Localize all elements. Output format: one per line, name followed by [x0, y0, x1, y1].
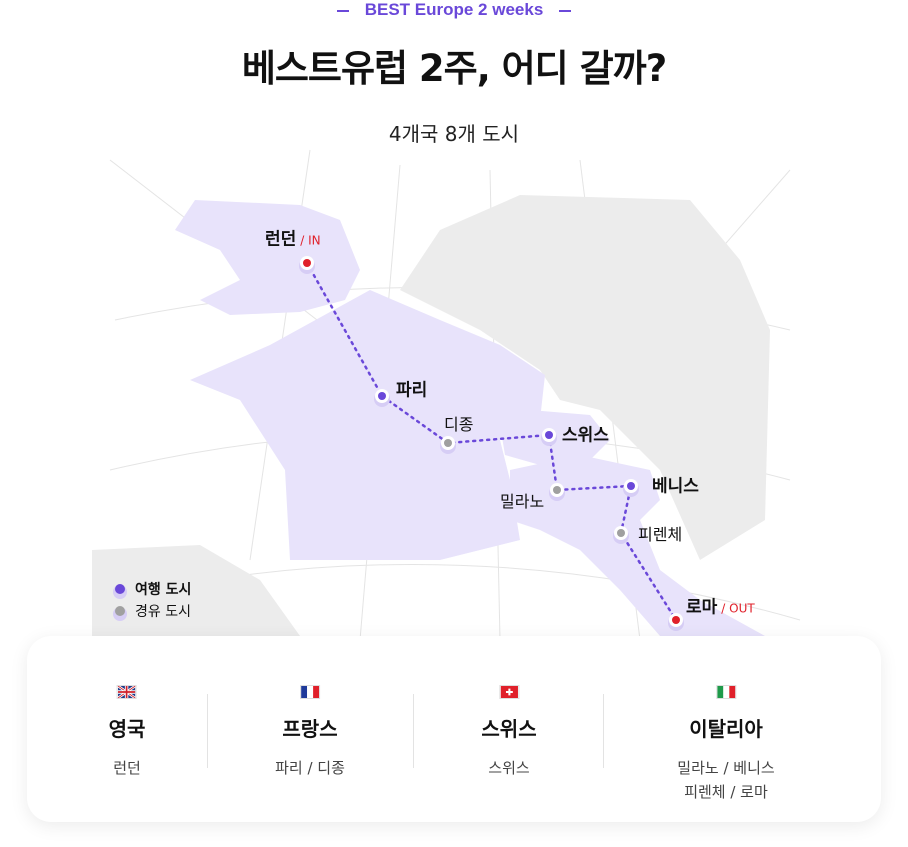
divider — [603, 694, 604, 768]
country-name: 영국 — [108, 717, 146, 741]
city-label-venice: 베니스 — [652, 476, 699, 497]
country-cities: 스위스 — [488, 759, 530, 777]
city-label-florence: 피렌체 — [638, 525, 683, 544]
legend-travel: 여행 도시 — [135, 582, 192, 598]
city-marker-0 — [303, 259, 311, 267]
country-name: 프랑스 — [282, 717, 338, 741]
page-subtitle: 4개국 8개 도시 — [388, 122, 520, 146]
city-marker-4 — [553, 486, 561, 494]
map-legend: 여행 도시 경유 도시 — [115, 578, 191, 622]
via-city-dot-icon — [115, 606, 125, 616]
land-italy — [510, 455, 765, 636]
city-label-swiss: 스위스 — [562, 425, 609, 446]
switzerland-flag-icon — [498, 685, 519, 699]
country-cities: 런던 — [113, 759, 141, 777]
land-france — [190, 290, 545, 560]
city-label-rome: 로마 / OUT — [686, 597, 755, 618]
city-marker-7 — [672, 616, 680, 624]
country-france: 프랑스 파리 / 디종 — [275, 684, 345, 780]
city-marker-2 — [444, 439, 452, 447]
city-label-dijon: 디종 — [444, 415, 474, 434]
country-name: 이탈리아 — [689, 717, 763, 741]
country-summary-card: 영국 런던 프랑스 파리 / 디종 스위스 스위스 이탈리아 밀라노 / 베니스… — [27, 636, 881, 822]
legend-via: 경유 도시 — [135, 604, 191, 620]
city-marker-5 — [627, 482, 635, 490]
divider — [207, 694, 208, 768]
italy-flag-icon — [715, 685, 736, 699]
city-label-london: 런던 / IN — [265, 229, 321, 250]
land-other — [400, 195, 770, 560]
land-uk — [175, 200, 360, 315]
city-label-paris: 파리 — [396, 380, 428, 401]
travel-city-dot-icon — [115, 584, 125, 594]
land-spain — [92, 545, 300, 636]
country-name: 스위스 — [481, 717, 537, 741]
eyebrow-text: BEST Europe 2 weeks — [364, 0, 544, 19]
divider — [413, 694, 414, 768]
france-flag-icon — [299, 685, 320, 699]
city-marker-1 — [378, 392, 386, 400]
country-switzerland: 스위스 스위스 — [481, 684, 537, 780]
eyebrow: BEST Europe 2 weeks — [0, 0, 908, 20]
route-line — [305, 261, 678, 622]
uk-flag-icon — [117, 685, 137, 699]
country-uk: 영국 런던 — [108, 684, 146, 780]
country-cities: 밀라노 / 베니스 피렌체 / 로마 — [677, 759, 775, 801]
page-title: 베스트유럽 2주, 어디 갈까? — [241, 47, 667, 90]
country-italy: 이탈리아 밀라노 / 베니스 피렌체 / 로마 — [677, 684, 775, 804]
city-marker-3 — [545, 431, 553, 439]
city-label-milan: 밀라노 — [500, 492, 545, 511]
city-marker-6 — [617, 529, 625, 537]
country-cities: 파리 / 디종 — [275, 759, 345, 777]
